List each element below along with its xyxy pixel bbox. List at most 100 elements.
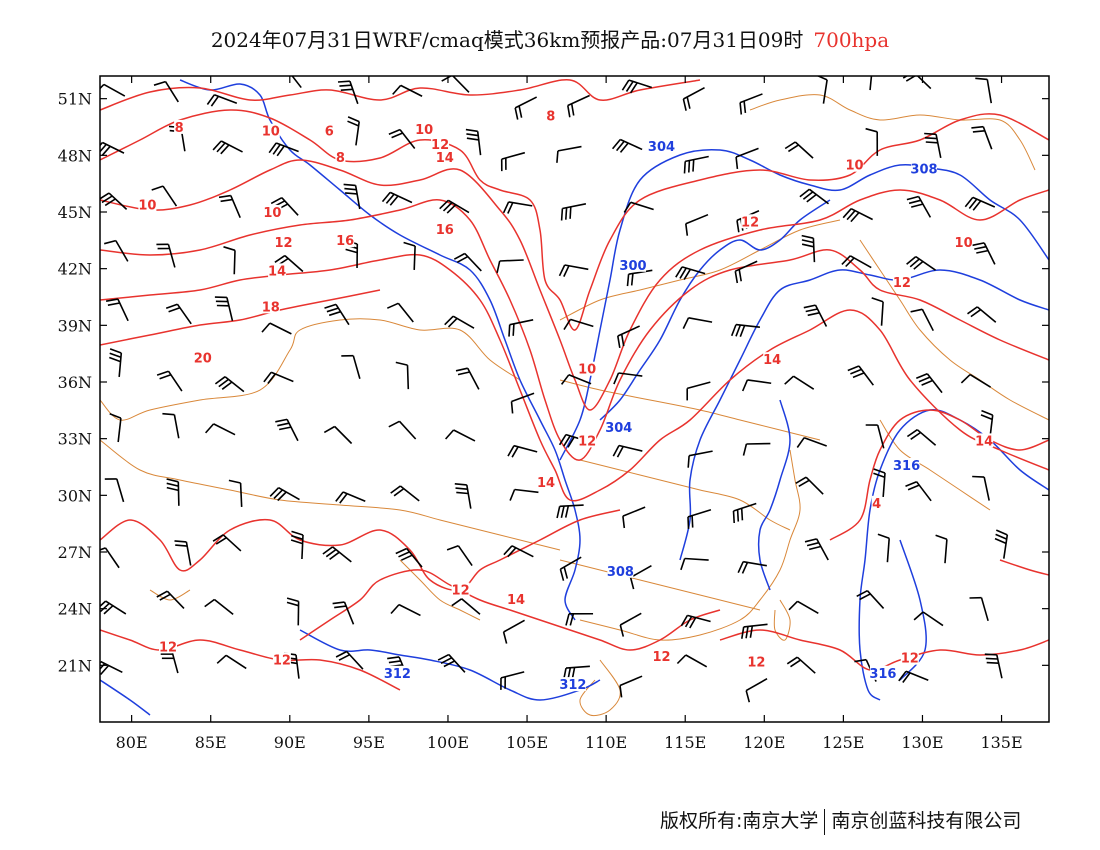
temperature-label-bg [747,654,766,669]
temperature-label: 12 [273,654,291,669]
temperature-label: 10 [138,198,156,213]
wind-barb [212,534,242,552]
temperature-label: 12 [901,652,919,667]
wind-barb [737,560,767,574]
wind-barb [687,508,712,529]
wind-barb [322,546,352,563]
wind-barb [509,488,539,501]
temperature-label-bg [272,652,291,667]
wind-barb [619,675,643,698]
wind-barb [816,76,828,104]
temperature-isoline [100,509,621,592]
temperature-label-bg [435,150,454,165]
wind-barb [975,77,993,104]
wind-barb [556,504,584,519]
temperature-label-bg [900,650,919,665]
wind-barb [629,564,652,590]
wind-barb [856,589,885,609]
temperature-label-bg [545,108,556,123]
copyright-left: 版权所有:南京大学 [660,810,819,832]
temperature-label: 14 [507,593,525,608]
wind-barb [335,491,366,504]
wind-barb [508,319,534,337]
wind-barb [842,207,873,223]
wind-barb [204,598,234,616]
temperature-label-bg [415,121,434,136]
lat-label: 33N [58,430,92,449]
lon-label: 120E [743,733,785,752]
geopotential-label: 312 [559,678,586,693]
temperature-isoline [100,159,1049,411]
wind-barb [682,86,705,111]
temperature-label: 12 [452,584,470,599]
temperature-isoline [100,289,381,346]
temperature-label-bg [507,592,525,607]
wind-barb [228,479,243,507]
temperature-label: 14 [975,434,993,449]
wind-barb [910,308,934,332]
wind-barb [496,259,524,273]
wind-barb [454,483,472,509]
lat-label: 42N [58,260,92,279]
geopotential-label-bg [384,665,411,680]
temperature-label: 10 [955,236,973,251]
boundary-layer [100,94,1049,717]
wind-barb [151,185,178,207]
wind-barb [441,76,470,93]
wind-barb [500,151,526,172]
geopotential-label: 304 [648,140,675,155]
wind-barb [734,260,758,284]
lat-label: 24N [58,600,92,619]
wind-barb [261,322,292,335]
lon-label: 100E [427,733,469,752]
temperature-label-bg [578,433,597,448]
wind-barb [906,195,932,218]
wind-barb [906,255,936,271]
temperature-label: 12 [893,276,911,291]
geopotential-label-bg [607,563,634,578]
wind-barb [212,140,243,155]
wind-barb [613,372,643,385]
wind-barb [560,203,587,221]
temperature-label: 12 [431,138,449,153]
wind-barb [218,194,241,219]
wind-barb [439,199,470,214]
wind-barb [100,547,120,569]
boundary-line [773,599,791,641]
wind-barb [905,480,932,502]
temperature-label-bg [159,639,177,654]
wind-barb [162,412,180,439]
geopotential-label-bg [869,665,896,680]
lon-label: 80E [116,733,148,752]
wind-barb [898,670,929,683]
temperature-label-bg [268,263,287,278]
wind-barb [455,367,480,390]
wind-barb [341,354,361,379]
temperature-label-bg [431,136,450,151]
temperature-label-bg [954,235,973,250]
wind-barb [166,478,180,506]
boundary-line [399,559,481,621]
geopotential-isoline [100,679,151,716]
temperature-label-bg [263,204,282,219]
temperature-isoline [100,199,1049,461]
lon-label: 85E [195,733,227,752]
wind-barb [269,487,300,502]
wind-barb [465,128,482,156]
lat-label: 48N [58,146,92,165]
wind-barb [559,556,582,581]
wind-barb [156,590,185,609]
wind-barb [913,611,944,627]
geopotential-label: 308 [607,565,634,580]
geopotential-label-bg [605,420,632,435]
geopotential-label: 316 [869,667,896,682]
wind-barb [801,234,816,263]
wind-barb [153,80,179,103]
temperature-label: 14 [436,151,454,166]
wind-barb [388,420,417,440]
temperature-isoline [100,79,701,111]
wind-barb [263,371,294,384]
wind-barb [623,201,654,213]
